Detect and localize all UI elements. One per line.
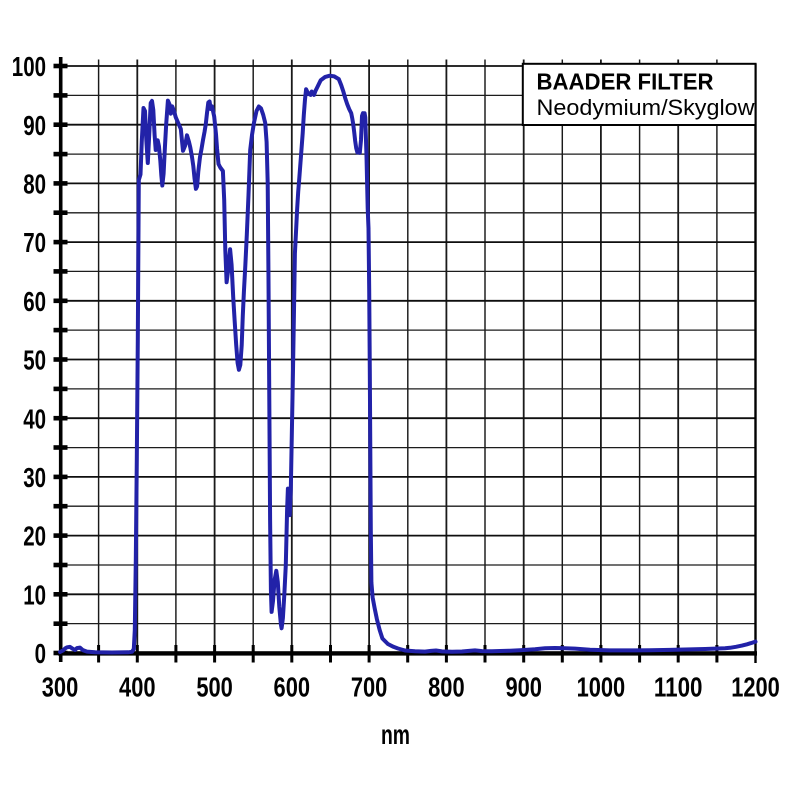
svg-text:50: 50 <box>23 345 46 376</box>
svg-text:0: 0 <box>35 638 46 669</box>
svg-text:700: 700 <box>351 672 388 703</box>
svg-text:1200: 1200 <box>731 672 780 703</box>
svg-text:90: 90 <box>23 110 46 141</box>
svg-text:30: 30 <box>23 462 46 493</box>
svg-text:900: 900 <box>505 672 542 703</box>
svg-text:1000: 1000 <box>577 672 626 703</box>
svg-text:70: 70 <box>23 227 46 258</box>
svg-text:500: 500 <box>196 672 233 703</box>
svg-text:nm: nm <box>381 719 410 750</box>
svg-text:40: 40 <box>23 403 46 434</box>
svg-text:300: 300 <box>42 672 79 703</box>
svg-text:BAADER FILTER: BAADER FILTER <box>537 69 714 95</box>
svg-text:400: 400 <box>119 672 156 703</box>
svg-text:Neodymium/Skyglow: Neodymium/Skyglow <box>537 95 756 120</box>
svg-text:600: 600 <box>274 672 311 703</box>
svg-text:80: 80 <box>23 169 46 200</box>
svg-text:100: 100 <box>12 51 46 82</box>
svg-text:10: 10 <box>23 579 46 610</box>
svg-text:20: 20 <box>23 521 46 552</box>
svg-text:800: 800 <box>428 672 465 703</box>
svg-text:1100: 1100 <box>654 672 703 703</box>
svg-text:60: 60 <box>23 286 46 317</box>
